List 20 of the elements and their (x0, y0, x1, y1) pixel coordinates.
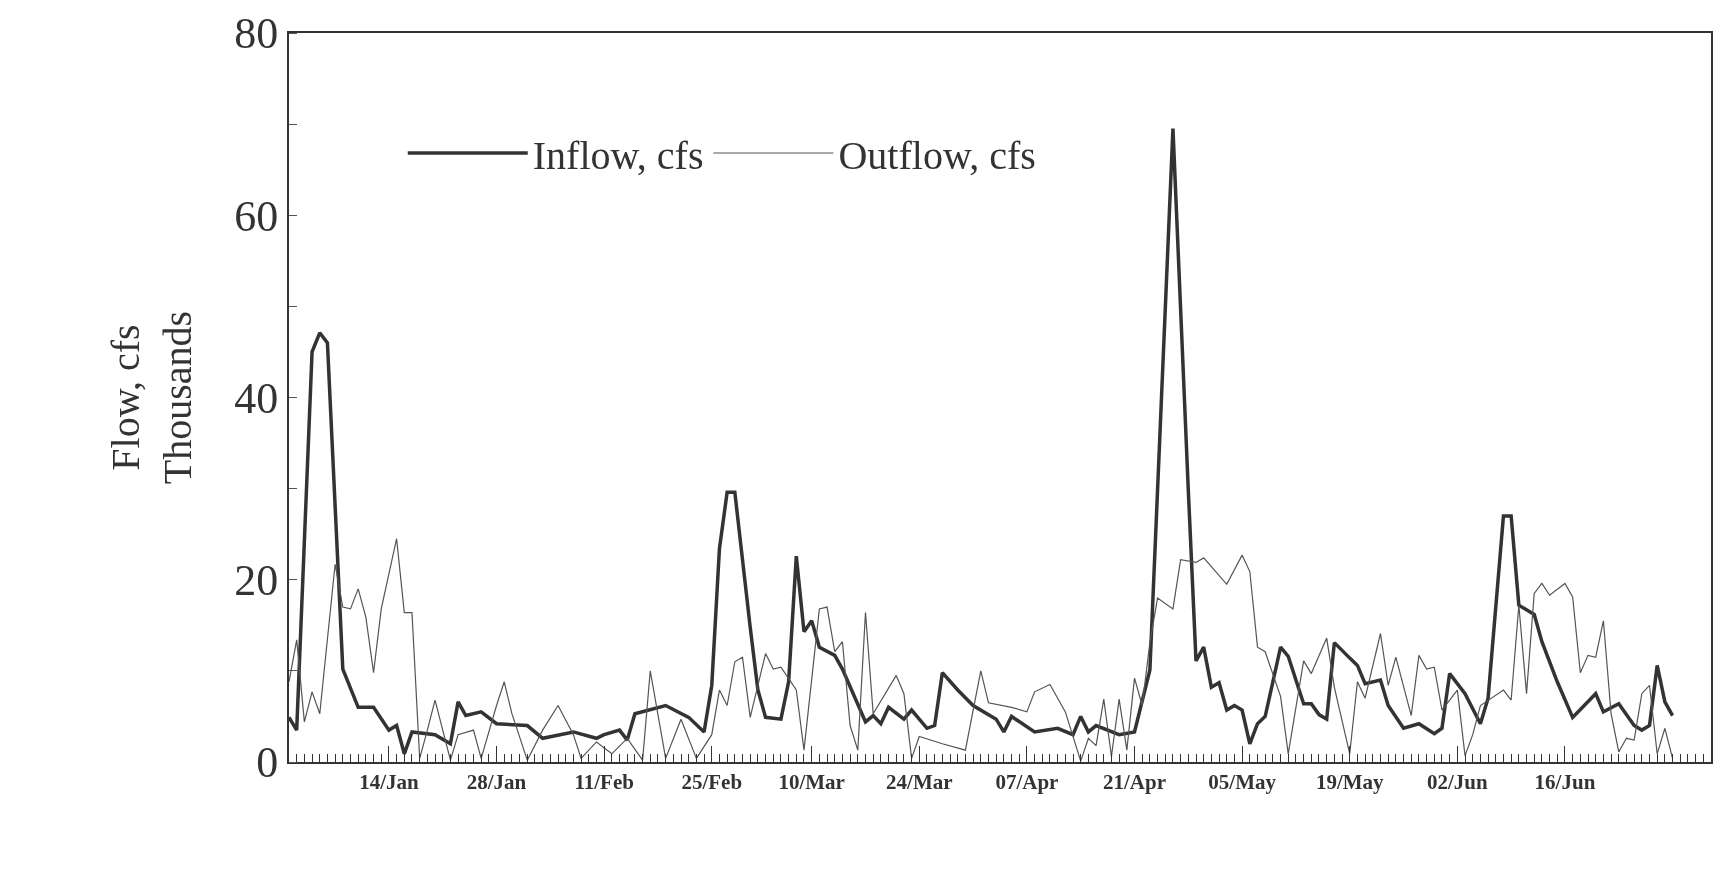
x-tick-label: 25/Feb (681, 770, 743, 795)
x-tick-label: 02/Jun (1427, 770, 1489, 795)
x-tick-label: 05/May (1208, 770, 1277, 795)
legend-label: Inflow, cfs (532, 132, 704, 178)
x-tick-label: 21/Apr (1103, 770, 1167, 795)
x-tick-label: 28/Jan (466, 770, 527, 795)
x-tick-label: 16/Jun (1534, 770, 1596, 795)
legend-label: Outflow, cfs (838, 132, 1036, 178)
x-tick-label: 14/Jan (359, 770, 419, 795)
y-tick-label: 40 (234, 373, 279, 423)
x-tick-label: 07/Apr (995, 770, 1059, 795)
x-tick-label: 24/Mar (886, 770, 953, 795)
y-tick-label: 20 (234, 556, 279, 606)
x-tick-label: 10/Mar (778, 770, 845, 795)
y-axis-title: Flow, cfs Thousands (103, 310, 201, 485)
x-tick-label: 11/Feb (574, 770, 634, 795)
y-tick-label: 60 (234, 191, 279, 241)
y-tick-label: 80 (234, 9, 279, 59)
y-tick-label: 0 (256, 738, 279, 788)
x-tick-label: 19/May (1315, 770, 1385, 795)
